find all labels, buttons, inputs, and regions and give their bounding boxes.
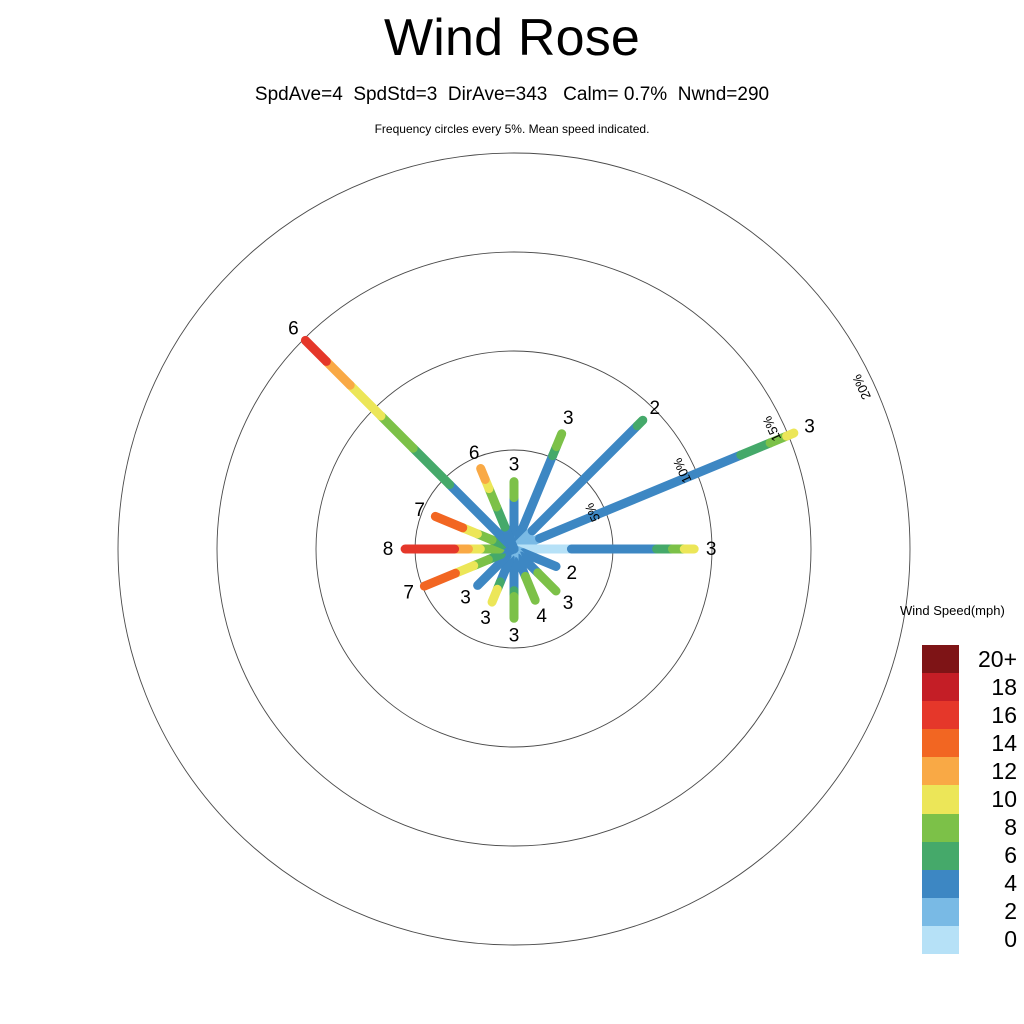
legend-label: 0 (1004, 926, 1017, 953)
petal-segment (408, 443, 455, 490)
petal-segment (551, 429, 567, 452)
petal-mean-speed-label: 3 (509, 455, 520, 476)
petal-segment (300, 335, 331, 366)
petal-segment (419, 568, 460, 591)
petal-segment (376, 411, 418, 453)
legend-swatch (922, 785, 959, 814)
summary-stats: SpdAve=4 SpdStd=3 DirAve=343 Calm= 0.7% … (254, 84, 770, 105)
petal-segment (520, 571, 540, 605)
legend-label: 12 (991, 757, 1017, 784)
petal-segment (430, 511, 468, 533)
legend-swatch (922, 729, 959, 758)
legend-row: 10 (922, 785, 1017, 814)
legend-swatch (922, 757, 959, 786)
legend-row: 0 (922, 925, 1017, 955)
petal-mean-speed-label: 4 (536, 606, 547, 627)
legend-label: 2 (1004, 898, 1017, 925)
legend-swatch (922, 841, 959, 870)
legend-row: 6 (922, 841, 1017, 870)
legend-label: 16 (991, 701, 1017, 728)
petal-segment (527, 421, 642, 536)
legend-row: 20+ (922, 645, 1017, 674)
petal-segment (535, 450, 746, 543)
frequency-circle (117, 152, 911, 946)
petal-mean-speed-label: 3 (706, 539, 717, 560)
legend-swatch (922, 897, 959, 926)
legend-swatch (922, 813, 959, 842)
legend-label: 14 (991, 729, 1017, 756)
petal-mean-speed-label: 2 (650, 398, 661, 419)
wind-petals (300, 335, 799, 623)
petal-mean-speed-label: 3 (563, 408, 574, 429)
petal-segment (473, 551, 512, 590)
legend-swatch (922, 673, 959, 702)
petal-segment (321, 356, 355, 390)
petal-segment (487, 584, 502, 607)
petal-mean-speed-label: 3 (509, 625, 520, 646)
radial-tick-label: 5% (581, 500, 603, 524)
petal-mean-speed-label: 3 (480, 608, 491, 629)
petal-segment (445, 480, 519, 554)
legend-row: 12 (922, 757, 1017, 786)
frequency-circle (315, 350, 713, 748)
legend-swatch (922, 645, 959, 674)
chart-note: Frequency circles every 5%. Mean speed i… (374, 122, 650, 136)
legend-label: 20+ (977, 645, 1017, 672)
legend-label: 8 (1004, 814, 1017, 841)
legend-label: 10 (991, 786, 1017, 813)
legend-swatch (922, 869, 959, 898)
legend-row: 4 (922, 869, 1017, 898)
petal-segment (533, 568, 561, 596)
petal-mean-speed-label: 6 (469, 443, 480, 464)
legend-swatch (922, 925, 959, 955)
legend-row: 2 (922, 897, 1017, 926)
page-title: Wind Rose (383, 9, 641, 67)
legend-label: 6 (1004, 842, 1017, 869)
petal-segment (782, 428, 799, 441)
legend-swatch (922, 701, 959, 730)
legend-label: 18 (991, 673, 1017, 700)
petal-mean-speed-label: 3 (460, 587, 471, 608)
petal-mean-speed-label: 8 (383, 539, 394, 560)
petal-mean-speed-label: 7 (403, 583, 414, 604)
petal-segment (736, 438, 775, 460)
legend-title: Wind Speed(mph) (900, 603, 1005, 618)
legend-row: 16 (922, 701, 1017, 730)
petal-segment (518, 548, 561, 571)
petal-segment (632, 415, 648, 431)
petal-mean-speed-label: 2 (566, 563, 577, 584)
petal-segment (476, 464, 490, 484)
legend-row: 14 (922, 729, 1017, 758)
petal-segment (514, 451, 558, 543)
petal-segment (345, 380, 386, 421)
frequency-circle (216, 251, 812, 847)
petal-mean-speed-label: 7 (414, 500, 425, 521)
legend-label: 4 (1004, 870, 1017, 897)
petal-mean-speed-label: 6 (288, 318, 299, 339)
petal-mean-speed-label: 3 (563, 593, 574, 614)
legend-row: 18 (922, 673, 1017, 702)
wind-speed-legend: 20+ 18 16 14 12 10 8 6 4 2 0 (922, 645, 1017, 955)
petal-mean-speed-label: 3 (804, 417, 815, 438)
legend-row: 8 (922, 813, 1017, 842)
